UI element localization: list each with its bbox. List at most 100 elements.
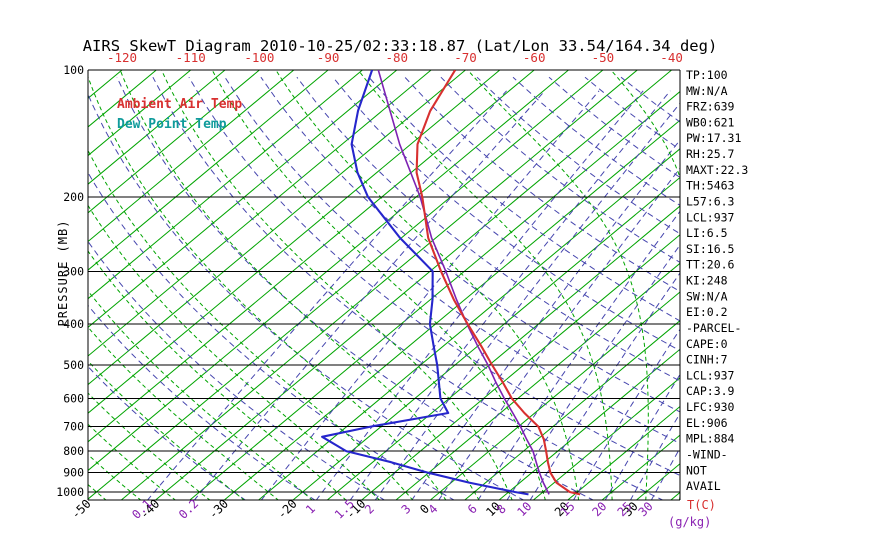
mixing-ratio-line <box>506 244 680 500</box>
dry-adiabat-line <box>88 304 316 500</box>
moist-adiabat-line <box>610 70 680 500</box>
mixing-ratio-line <box>374 102 680 500</box>
moist-adiabat-line <box>88 483 107 500</box>
index-line: EL:906 <box>686 416 728 430</box>
top-temp-labels: -120 -110 -100 -90 -80 -70 -60 -50 -40 <box>107 50 683 65</box>
index-line: SW:N/A <box>686 289 728 303</box>
pressure-tick-label: 400 <box>63 317 84 331</box>
isotherm-line <box>498 348 680 500</box>
index-line: LI:6.5 <box>686 226 728 240</box>
mixing-ratio-line <box>315 90 644 500</box>
dry-adiabat-line <box>332 76 680 352</box>
isotherm-line <box>88 70 569 472</box>
pressure-tick-label: 700 <box>63 420 84 434</box>
isotherm-line <box>88 70 260 214</box>
moist-adiabat-line <box>88 326 279 500</box>
mixing-ratio-line <box>629 412 680 500</box>
top-temp-label: -120 <box>107 50 137 65</box>
mixing-ratio-lines <box>146 90 680 500</box>
mixing-ratio-line <box>260 90 600 500</box>
moist-adiabat-line <box>88 149 414 500</box>
isotherm-line <box>567 405 680 500</box>
index-line: PW:17.31 <box>686 131 741 145</box>
index-line: KI:248 <box>686 274 728 288</box>
index-line: CINH:7 <box>686 353 728 367</box>
isotherm-line <box>0 70 53 500</box>
pressure-grid <box>87 69 681 501</box>
mixing-ratio-label: 2 <box>362 502 377 517</box>
isotherm-line <box>88 70 501 414</box>
isotherm-line <box>258 148 680 500</box>
index-line: LCL:937 <box>686 368 735 382</box>
moist-adiabat-line <box>119 70 480 500</box>
index-line: LFC:930 <box>686 400 735 414</box>
dry-adiabat-line <box>88 240 386 500</box>
isotherm-line <box>88 70 535 443</box>
index-line: RH:25.7 <box>686 147 735 161</box>
index-line: MAXT:22.3 <box>686 163 748 177</box>
dry-adiabat-line <box>88 365 247 500</box>
dewpoint-curve <box>321 70 529 496</box>
mixing-ratio-label: 1 <box>303 502 318 517</box>
moist-adiabat-line <box>88 250 347 500</box>
isotherm-line <box>88 70 432 357</box>
isotherm-line <box>326 205 680 500</box>
mixing-ratio-line <box>146 90 507 500</box>
isotherm-line <box>88 70 226 185</box>
chart-title: AIRS SkewT Diagram 2010-10-25/02:33:18.8… <box>82 37 718 55</box>
dry-adiabat-line <box>404 76 680 292</box>
dry-adiabat-line <box>440 76 680 263</box>
mixing-ratio-label: 6 <box>465 502 480 517</box>
mixing-ratio-line <box>572 328 680 500</box>
index-line: MPL:884 <box>686 432 735 446</box>
isotherm-line <box>292 176 680 500</box>
moist-adiabat-line <box>357 70 613 500</box>
isotherm-line <box>223 119 680 500</box>
pressure-tick-label: 500 <box>63 358 84 372</box>
moist-adiabats <box>88 70 680 500</box>
index-line: AVAIL <box>686 479 721 493</box>
temp-unit-label: T(C) <box>687 498 716 512</box>
index-line: L57:6.3 <box>686 194 735 208</box>
isotherm-line <box>395 262 680 500</box>
pressure-tick-label: 600 <box>63 391 84 405</box>
mixing-unit-label: (g/kg) <box>668 515 711 529</box>
moist-adiabat-line <box>211 70 546 500</box>
pressure-tick-labels: 100 200 300 400 500 600 700 800 900 1000 <box>56 63 84 499</box>
mixing-ratio-label: 30 <box>636 499 656 519</box>
dry-adiabats <box>88 76 680 500</box>
index-line: -WIND- <box>686 447 728 461</box>
mixing-ratio-label: 3 <box>399 502 414 517</box>
isotherm-line <box>120 70 638 500</box>
index-line: WB0:621 <box>686 115 735 129</box>
pressure-tick-label: 200 <box>63 190 84 204</box>
dry-adiabat-line <box>188 76 680 477</box>
index-line: LCL:937 <box>686 210 735 224</box>
pressure-axis-label: PRESSURE (MB) <box>56 219 70 327</box>
pressure-tick-label: 100 <box>63 63 84 77</box>
moist-adiabat-line <box>88 204 381 500</box>
mixing-ratio-line <box>438 167 680 500</box>
sounding-curves <box>321 70 581 496</box>
index-line: EI:0.2 <box>686 305 728 319</box>
mixing-ratio-label: 20 <box>589 499 609 519</box>
legend-ambient-air-temp: Ambient Air Temp <box>117 97 243 112</box>
mixing-ratio-line <box>604 373 680 500</box>
top-temp-label: -60 <box>523 50 546 65</box>
top-temp-label: -40 <box>660 50 683 65</box>
pressure-tick-label: 800 <box>63 444 84 458</box>
mixing-ratio-label: 10 <box>514 499 534 519</box>
index-line: -PARCEL- <box>686 321 741 335</box>
mixing-ratio-line <box>650 447 680 500</box>
top-temp-label: -90 <box>317 50 340 65</box>
dry-adiabat-line <box>296 76 680 382</box>
isotherm-line <box>430 291 680 500</box>
index-line: FRZ:639 <box>686 100 735 114</box>
index-line: TP:100 <box>686 68 728 82</box>
index-line: CAPE:0 <box>686 337 728 351</box>
dry-adiabat-line <box>116 76 595 500</box>
isotherm-line <box>88 70 363 300</box>
isotherm-line <box>464 320 680 500</box>
index-line: SI:16.5 <box>686 242 734 256</box>
